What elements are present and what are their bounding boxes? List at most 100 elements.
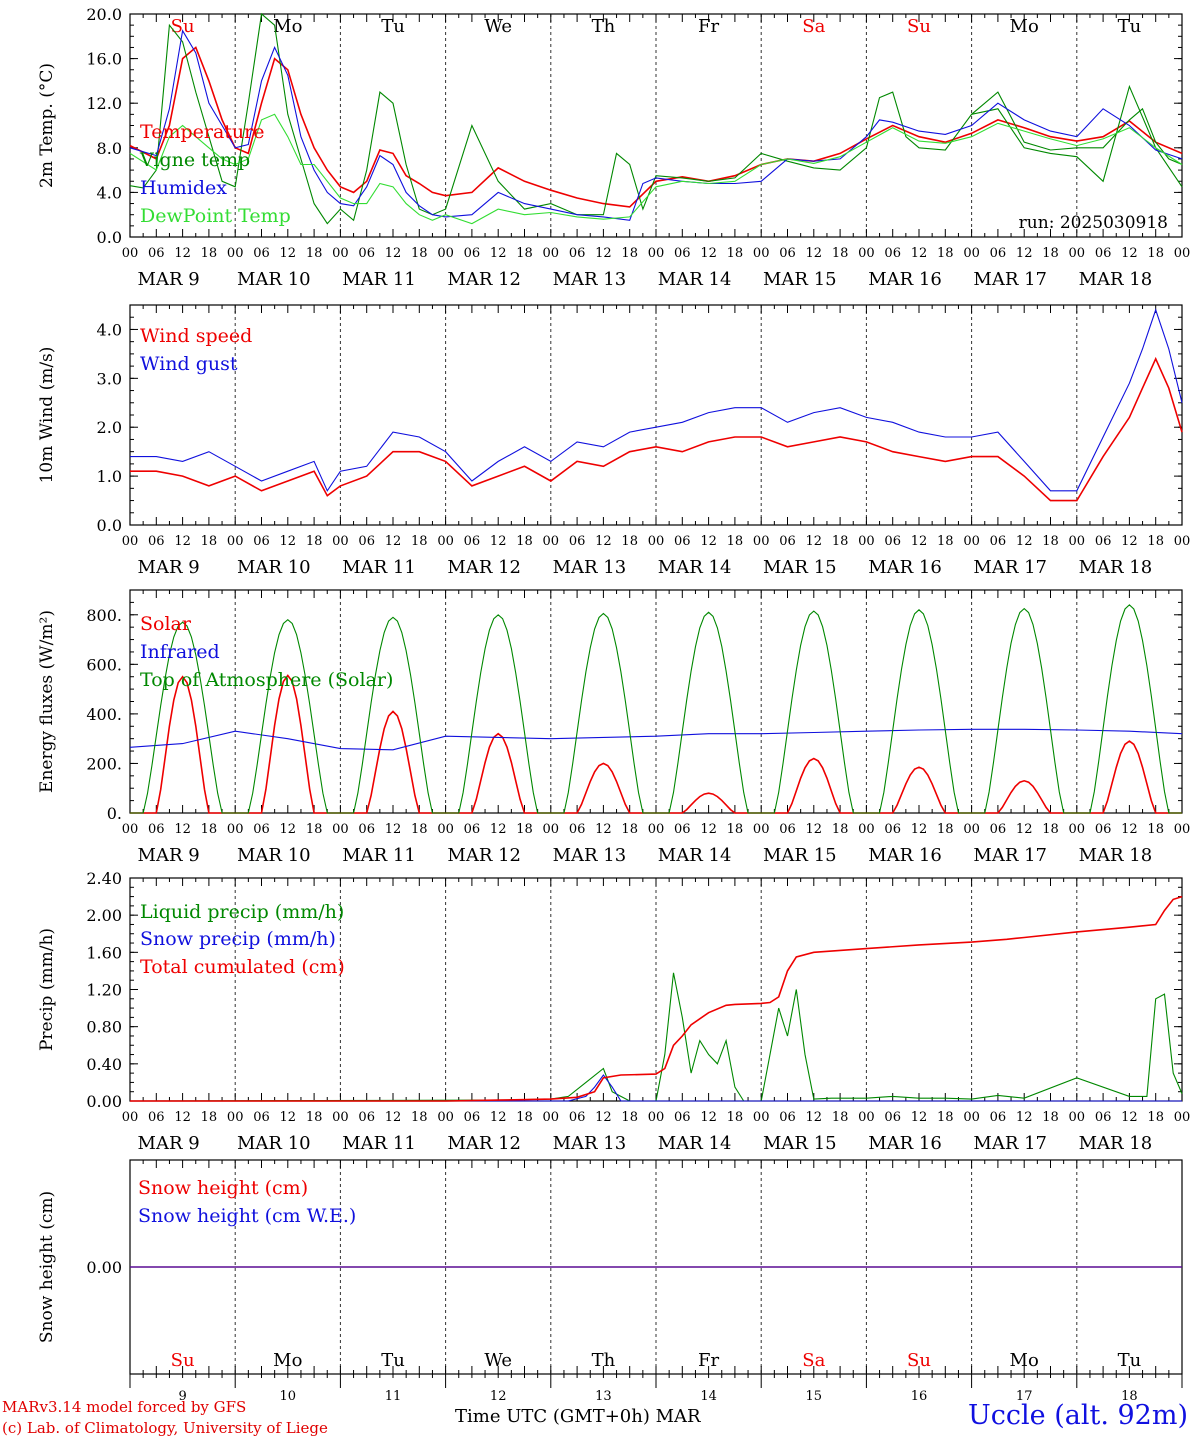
hour-tick-label: 00 [1174,534,1191,549]
y-axis-label: Precip (mm/h) [37,928,57,1051]
plot-frame [129,13,1183,238]
hour-tick-label: 06 [674,246,691,261]
hour-tick-label: 06 [148,246,165,261]
date-label: MAR 10 [237,557,311,578]
hour-tick-label: 18 [621,1110,638,1125]
hour-tick-label: 06 [990,534,1007,549]
hour-tick-label: 06 [253,534,270,549]
day-name: Mo [273,1350,302,1371]
hour-tick-label: 18 [1147,246,1164,261]
hour-tick-label: 00 [648,822,665,837]
hour-tick-label: 06 [358,1110,375,1125]
hour-tick-label: 00 [753,822,770,837]
date-label: MAR 9 [138,845,200,866]
series-line [130,308,1183,492]
y-axis-label: 2m Temp. (°C) [37,63,57,188]
hour-tick-label: 18 [832,534,849,549]
y-tick-label: 1.0 [97,467,122,486]
hour-tick-label: 12 [806,1110,823,1125]
day-name: Sa [802,1350,825,1371]
hour-tick-label: 18 [621,534,638,549]
hour-tick-label: 00 [858,1110,875,1125]
y-tick-label: 4.0 [97,320,122,339]
hour-tick-label: 18 [1042,534,1059,549]
hour-tick-label: 18 [727,246,744,261]
y-tick-label: 8.0 [97,139,122,158]
date-label: MAR 12 [447,269,521,290]
hour-tick-label: 06 [884,246,901,261]
hour-tick-label: 00 [543,246,560,261]
hour-tick-label: 12 [174,1110,191,1125]
legend-entry: Solar [140,613,192,635]
date-label: MAR 15 [763,1133,837,1154]
hour-tick-label: 12 [1121,1110,1138,1125]
panel-temp: 0.0 4.0 8.0 12.0 16.0 20.0 2m Temp. (°C) 00 06 12… [37,5,1190,290]
legend-entry: Temperature [140,121,264,143]
day-number: 18 [1121,1389,1138,1404]
date-label: MAR 17 [973,269,1047,290]
series-line [129,972,1183,1102]
hour-tick-label: 06 [358,246,375,261]
y-tick-label: 12.0 [86,94,122,113]
hour-tick-label: 12 [490,1110,507,1125]
hour-tick-label: 06 [464,534,481,549]
hour-tick-label: 06 [990,1110,1007,1125]
series-line [130,604,1182,814]
day-name: Fr [698,16,719,37]
legend-entry: Wind gust [140,353,238,375]
date-label: MAR 16 [868,1133,942,1154]
day-name: Tu [381,16,405,37]
hour-tick-label: 12 [490,822,507,837]
y-tick-label: 20.0 [86,5,122,24]
hour-tick-label: 12 [1016,534,1033,549]
y-tick-label: 2.40 [86,869,122,888]
day-name: Tu [1118,1350,1142,1371]
hour-tick-label: 12 [1016,246,1033,261]
hour-tick-label: 18 [201,1110,218,1125]
date-label: MAR 14 [658,269,732,290]
day-name: Su [907,16,931,37]
hour-tick-label: 12 [280,246,297,261]
hour-tick-label: 00 [332,822,349,837]
y-tick-label: 0.00 [86,1258,122,1277]
date-label: MAR 15 [763,269,837,290]
hour-tick-label: 00 [122,822,139,837]
hour-tick-label: 06 [674,822,691,837]
date-label: MAR 9 [138,1133,200,1154]
hour-tick-label: 00 [1174,1110,1191,1125]
hour-tick-label: 12 [806,246,823,261]
hour-tick-label: 06 [1095,246,1112,261]
date-label: MAR 16 [868,557,942,578]
hour-tick-label: 18 [937,246,954,261]
y-tick-label: 0.0 [97,516,122,535]
date-label: MAR 15 [763,557,837,578]
date-label: MAR 17 [973,845,1047,866]
date-label: MAR 13 [553,845,627,866]
hour-tick-label: 00 [437,1110,454,1125]
hour-tick-label: 06 [569,534,586,549]
hour-tick-label: 12 [595,1110,612,1125]
hour-tick-label: 18 [937,822,954,837]
date-label: MAR 14 [658,1133,732,1154]
hour-tick-label: 12 [806,534,823,549]
hour-tick-label: 12 [1121,246,1138,261]
hour-tick-label: 12 [280,534,297,549]
hour-tick-label: 18 [1147,822,1164,837]
hour-tick-label: 12 [700,534,717,549]
hour-tick-label: 12 [385,1110,402,1125]
date-label: MAR 13 [553,1133,627,1154]
hour-tick-label: 12 [595,246,612,261]
hour-tick-label: 00 [753,246,770,261]
y-tick-label: 1.60 [86,943,122,962]
date-label: MAR 11 [342,1133,416,1154]
hour-tick-label: 18 [306,1110,323,1125]
hour-tick-label: 00 [1069,246,1086,261]
hour-tick-label: 12 [1121,822,1138,837]
hour-tick-label: 06 [569,822,586,837]
hour-tick-label: 00 [1174,822,1191,837]
hour-tick-label: 18 [516,1110,533,1125]
hour-tick-label: 12 [806,822,823,837]
hour-tick-label: 18 [1147,534,1164,549]
